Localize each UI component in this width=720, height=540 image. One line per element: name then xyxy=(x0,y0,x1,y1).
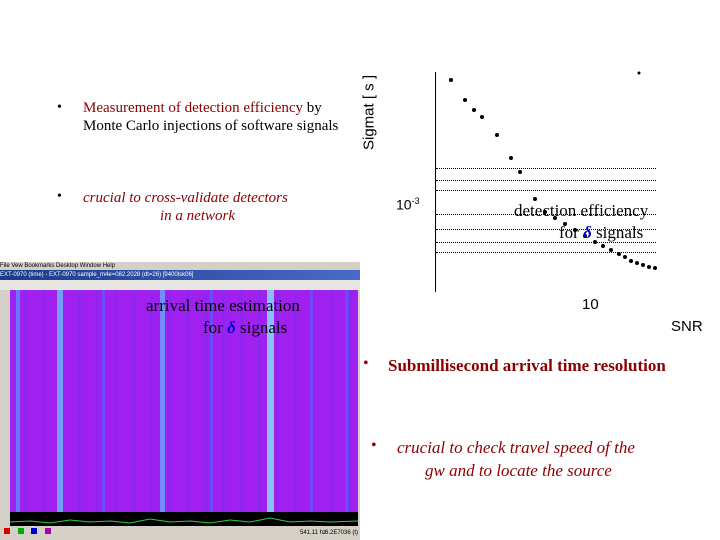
spectrogram-image xyxy=(10,290,358,512)
waveform-strip xyxy=(10,512,358,526)
gridline xyxy=(436,180,656,181)
data-point xyxy=(609,248,613,252)
bullet-cross-validate: crucial to cross-validate detectors in a… xyxy=(83,189,343,225)
caption-line1: detection efficiency xyxy=(514,201,649,220)
bullet-marker-1: • xyxy=(57,100,62,115)
status-left: 541.11 hz xyxy=(300,530,326,536)
plot-area xyxy=(435,72,656,292)
data-point xyxy=(543,210,547,214)
window-toolbar[interactable] xyxy=(0,280,360,290)
delta-symbol: δ xyxy=(583,223,592,242)
data-point xyxy=(463,98,467,102)
bullet-line2: in a network xyxy=(160,208,235,224)
gridline xyxy=(436,214,656,215)
bullet-measurement-efficiency: Measurement of detection efficiency by M… xyxy=(83,99,343,135)
plot-xlabel: SNR xyxy=(671,318,703,335)
bullet-marker-2: • xyxy=(57,189,62,204)
plot-ylabel: Sigmat [ s ] xyxy=(360,74,378,151)
bullet-submillisecond: Submillisecond arrival time resolution xyxy=(388,356,666,375)
data-point xyxy=(583,234,587,238)
gridline xyxy=(436,252,656,253)
spectrogram-window: File Vew Bookmarks Desktop Window Help E… xyxy=(0,262,360,540)
data-point xyxy=(449,78,453,82)
bullet-highlight: Measurement of detection efficiency xyxy=(83,100,304,116)
data-point xyxy=(518,170,522,174)
data-point xyxy=(637,71,641,75)
delta-symbol: δ xyxy=(227,318,236,337)
arrival-time-caption: arrival time estimation for δ signals xyxy=(146,295,356,339)
data-point xyxy=(553,216,557,220)
data-point xyxy=(617,252,621,256)
window-titlebar[interactable]: EXT-0970 (time) - EXT-0970 sample_m4e=08… xyxy=(0,270,360,280)
data-point xyxy=(472,108,476,112)
bullet-line1: crucial to cross-validate detectors xyxy=(83,190,288,206)
plot-xtick: 10 xyxy=(582,296,599,313)
data-point xyxy=(573,228,577,232)
data-point xyxy=(480,115,484,119)
data-point xyxy=(641,263,645,267)
data-point xyxy=(635,261,639,265)
plot-markers xyxy=(449,71,657,270)
bullet-line2: gw and to locate the source xyxy=(425,461,612,480)
gridline xyxy=(436,190,656,191)
arrival-line1: arrival time estimation xyxy=(146,296,300,315)
data-point xyxy=(533,197,537,201)
data-point xyxy=(563,222,567,226)
arrival-line2: for δ signals xyxy=(203,318,288,337)
gridline xyxy=(436,168,656,169)
data-point xyxy=(623,255,627,259)
detection-efficiency-caption: detection efficiency for δ signals xyxy=(514,200,684,244)
sigmat-plot-panel xyxy=(358,64,720,340)
caption-line2: for δ signals xyxy=(559,223,644,242)
bullet-marker-4: • xyxy=(371,437,377,454)
data-point xyxy=(653,266,657,270)
data-point xyxy=(509,156,513,160)
bullet-line1: crucial to check travel speed of the xyxy=(397,438,635,457)
plot-ytick: 10-3 xyxy=(396,196,420,213)
window-statusbar: 541.11 hz 6.2E7036 (t) xyxy=(0,526,360,540)
gridline xyxy=(436,242,656,243)
bullet-travel-speed: crucial to check travel speed of the gw … xyxy=(397,436,707,482)
bullet-rest: by Monte Carlo injections of software si… xyxy=(83,100,339,134)
window-menubar[interactable]: File Vew Bookmarks Desktop Window Help xyxy=(0,262,360,270)
data-point xyxy=(495,133,499,137)
data-point xyxy=(647,265,651,269)
status-right: 6.2E7036 (t) xyxy=(325,530,359,536)
data-point xyxy=(593,240,597,244)
bullet-marker-3: • xyxy=(363,355,369,372)
gridline xyxy=(436,229,656,230)
data-point xyxy=(601,244,605,248)
data-point xyxy=(629,259,633,263)
